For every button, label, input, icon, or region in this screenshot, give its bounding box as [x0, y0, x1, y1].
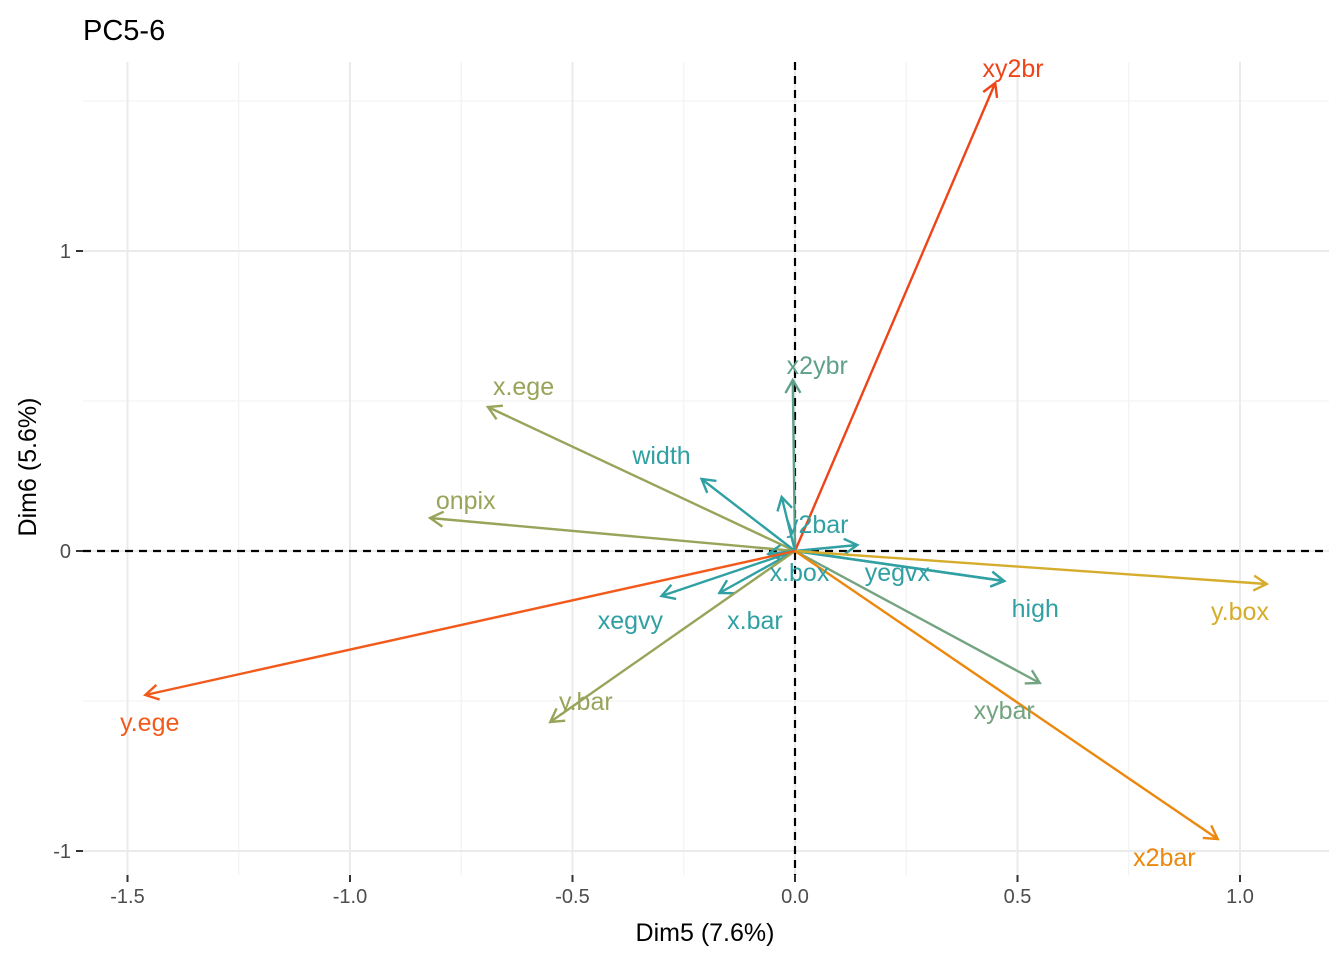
- label-high: high: [1012, 595, 1059, 623]
- arrowhead-high: [989, 570, 1007, 588]
- label-width: width: [631, 442, 690, 470]
- arrow-x-ege: [487, 405, 796, 553]
- arrow-width: [700, 478, 796, 552]
- arrow-y2bar: [780, 496, 797, 552]
- arrowhead-y-box: [1252, 574, 1270, 592]
- arrowhead-width: [699, 477, 717, 494]
- arrow-y-bar: [549, 550, 796, 723]
- reference-lines: [83, 62, 1329, 875]
- y-tick-label: 0: [60, 541, 71, 563]
- axes: -1.5 -1.0 -0.5 0.0 0.5 1.0 -1 0 1: [53, 241, 1254, 908]
- x-tick-label: -1.5: [110, 886, 144, 908]
- label-x-bar: x.bar: [727, 607, 783, 635]
- y-tick-label: 1: [60, 241, 71, 263]
- arrow-xegvy: [661, 549, 796, 598]
- arrowhead-xegvy: [659, 583, 677, 601]
- arrow-xybar: [794, 549, 1041, 685]
- arrow-y-box: [794, 549, 1267, 586]
- variable-labels: xy2br x2ybr x.ege width onpix y2bar x.box yegvx…: [120, 55, 1269, 872]
- arrowhead-y-ege: [142, 683, 160, 701]
- arrow-high: [794, 549, 1005, 583]
- x-tick-label: -1.0: [333, 886, 367, 908]
- arrowhead-xybar: [1024, 669, 1042, 685]
- grid-lines: [83, 62, 1329, 875]
- variable-arrows: [142, 80, 1270, 841]
- arrowhead-onpix: [427, 510, 445, 528]
- x-tick-label: 0.0: [781, 886, 809, 908]
- label-x-box: x.box: [770, 559, 830, 587]
- label-onpix: onpix: [436, 487, 496, 515]
- arrow-y-ege: [145, 549, 796, 697]
- label-xy2br: xy2br: [982, 55, 1043, 83]
- arrowhead-x-bar: [717, 579, 735, 595]
- arrowhead-y2bar: [776, 494, 793, 512]
- arrowhead-xy2br: [982, 80, 999, 99]
- label-y-box: y.box: [1211, 598, 1269, 626]
- x-tick-label: -0.5: [555, 886, 589, 908]
- x-axis-title: Dim5 (7.6%): [636, 919, 775, 947]
- label-yegvx: yegvx: [865, 559, 931, 587]
- arrow-x2bar: [794, 550, 1219, 840]
- y-axis-title: Dim6 (5.6%): [14, 398, 42, 537]
- label-x2ybr: x2ybr: [787, 352, 848, 380]
- label-y2bar: y2bar: [786, 511, 849, 539]
- arrowhead-x-ege: [485, 404, 503, 420]
- label-y-ege: y.ege: [120, 709, 179, 737]
- arrowhead-y-bar: [548, 707, 566, 724]
- x-tick-label: 0.5: [1004, 886, 1032, 908]
- arrow-x-bar: [718, 549, 796, 595]
- arrow-x2ybr: [791, 379, 797, 552]
- x-tick-label: 1.0: [1226, 886, 1254, 908]
- arrow-onpix: [429, 516, 796, 553]
- y-tick-label: -1: [53, 841, 71, 863]
- arrowhead-x2bar: [1202, 824, 1220, 841]
- arrow-unlabeled: [794, 543, 858, 553]
- arrow-xy2br: [793, 82, 997, 552]
- label-xybar: xybar: [974, 697, 1035, 725]
- arrowhead-unlabeled: [843, 537, 860, 555]
- label-x-ege: x.ege: [493, 373, 554, 401]
- chart-title: PC5-6: [83, 15, 165, 47]
- arrowhead-x2ybr: [784, 377, 802, 394]
- label-y-bar: y.bar: [559, 688, 613, 716]
- label-x2bar: x2bar: [1133, 844, 1196, 872]
- label-xegvy: xegvy: [598, 607, 664, 635]
